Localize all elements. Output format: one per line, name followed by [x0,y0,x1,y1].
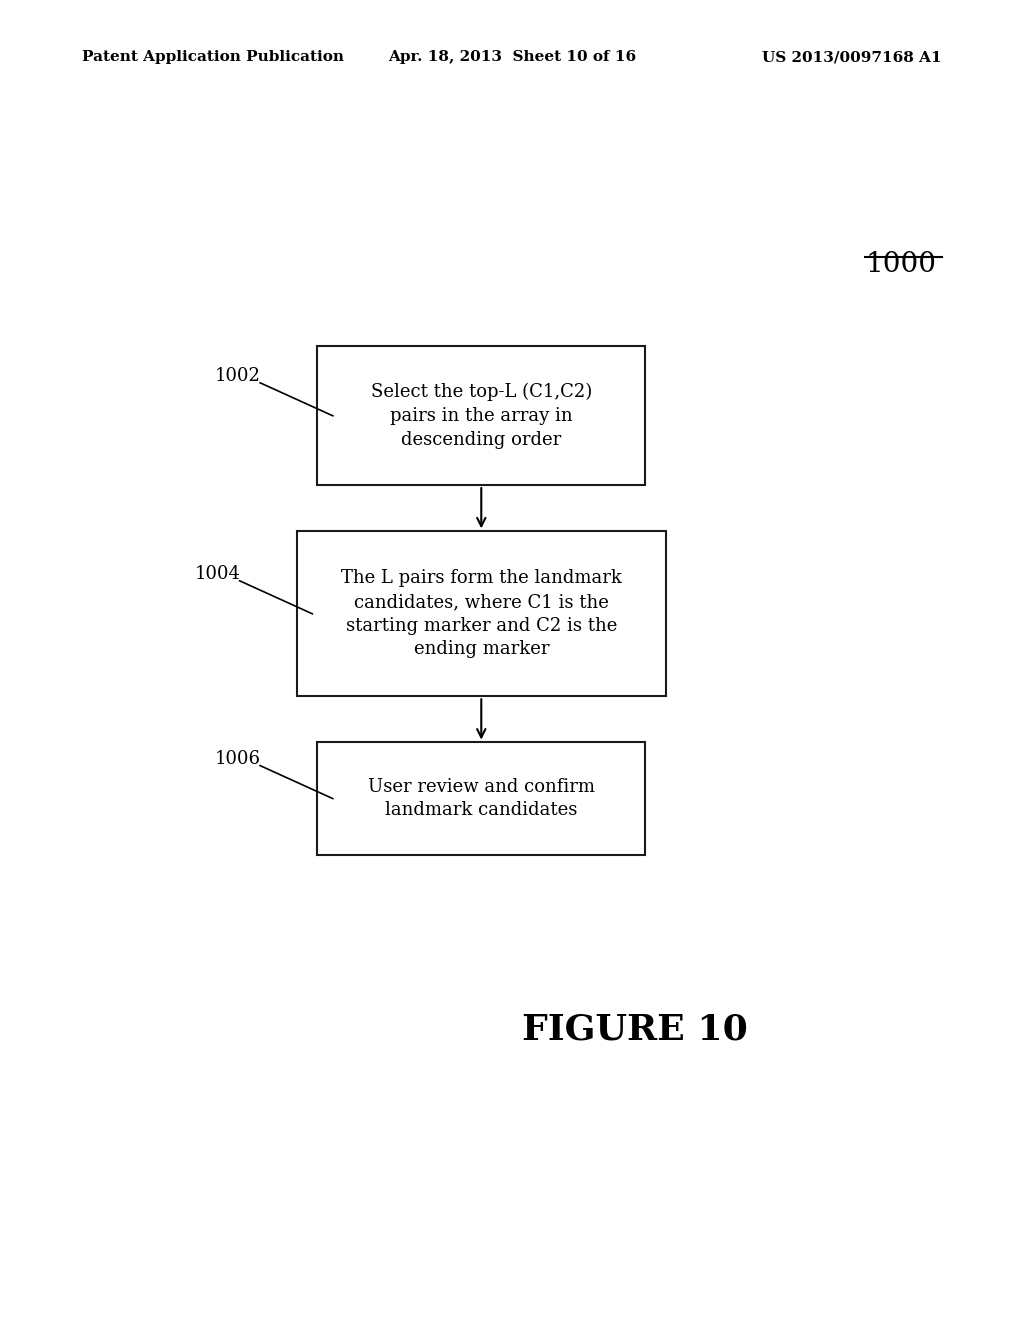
Text: 1000: 1000 [865,251,936,277]
Text: FIGURE 10: FIGURE 10 [522,1012,748,1047]
Text: US 2013/0097168 A1: US 2013/0097168 A1 [763,50,942,65]
Text: 1006: 1006 [215,750,261,768]
Text: The L pairs form the landmark
candidates, where C1 is the
starting marker and C2: The L pairs form the landmark candidates… [341,569,622,659]
Text: Apr. 18, 2013  Sheet 10 of 16: Apr. 18, 2013 Sheet 10 of 16 [388,50,636,65]
Text: Patent Application Publication: Patent Application Publication [82,50,344,65]
Bar [297,531,666,697]
Bar [317,742,645,855]
Bar [317,346,645,484]
Text: User review and confirm
landmark candidates: User review and confirm landmark candida… [368,777,595,820]
Text: 1002: 1002 [215,367,261,385]
Text: 1004: 1004 [195,565,241,583]
Text: Select the top-L (C1,C2)
pairs in the array in
descending order: Select the top-L (C1,C2) pairs in the ar… [371,383,592,449]
